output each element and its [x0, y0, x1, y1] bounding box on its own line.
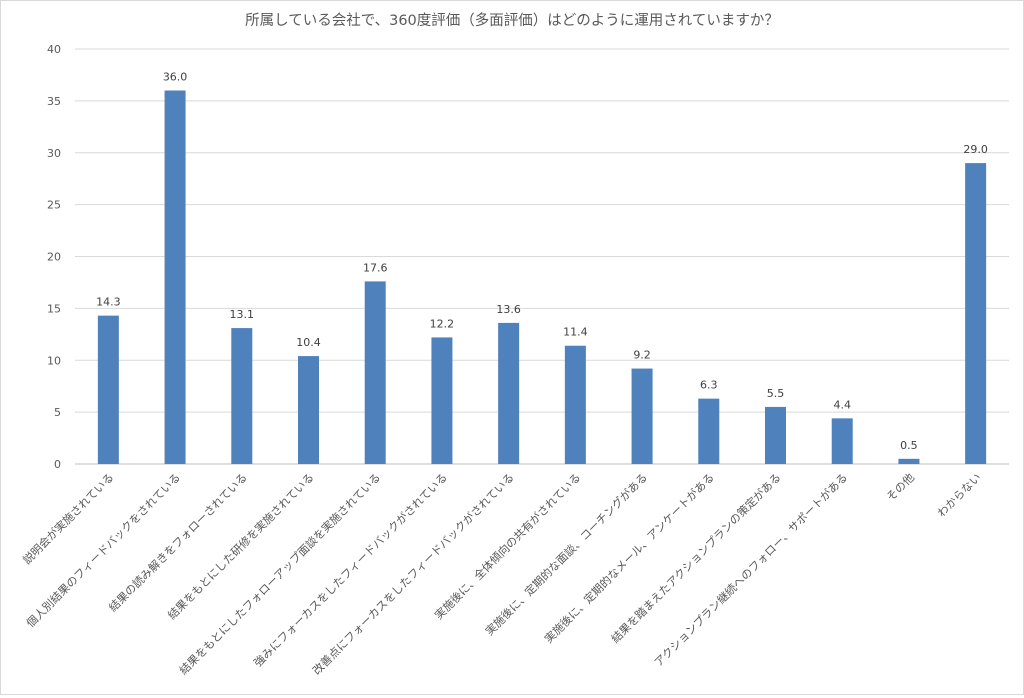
bar — [298, 356, 319, 464]
data-label: 5.5 — [767, 387, 785, 400]
bar — [898, 458, 920, 464]
x-tick-label: 結果をもとにした研修を実施されている — [165, 470, 317, 622]
x-axis: 説明会が実施されている個人別結果のフィードバックをされている結果の読み解きをフォ… — [20, 470, 984, 677]
x-tick-label: 結果の読み解きをフォローされている — [106, 470, 250, 614]
data-label: 10.4 — [296, 336, 321, 349]
bar — [97, 315, 119, 464]
y-axis: 0 5 10 15 20 25 30 35 40 — [47, 43, 61, 471]
data-label: 17.6 — [363, 261, 388, 274]
data-label: 11.4 — [563, 326, 588, 339]
x-tick-label: 個人別結果のフィードバックをされている — [23, 470, 183, 630]
data-labels: 14.3 36.0 13.1 10.4 17.6 12.2 13.6 11.4 9.2 6.3 5.… — [96, 71, 988, 452]
y-tick-label: 30 — [47, 147, 61, 160]
bar — [765, 406, 786, 464]
data-label: 36.0 — [163, 71, 188, 84]
bar — [965, 163, 987, 464]
x-tick-label: わからない — [935, 471, 984, 520]
y-tick-label: 15 — [47, 302, 61, 315]
data-label: 4.4 — [833, 398, 851, 411]
bar — [431, 337, 453, 464]
y-tick-label: 10 — [47, 354, 61, 367]
data-label: 9.2 — [633, 349, 651, 362]
data-label: 12.2 — [430, 317, 455, 330]
gridlines — [75, 48, 1009, 465]
y-tick-label: 35 — [47, 95, 61, 108]
x-tick-label: その他 — [884, 471, 917, 504]
y-tick-label: 25 — [47, 199, 61, 212]
data-label: 29.0 — [963, 143, 988, 156]
y-tick-label: 5 — [54, 406, 61, 419]
bars — [97, 90, 987, 464]
data-label: 6.3 — [700, 379, 718, 392]
bar — [631, 368, 653, 464]
bar — [564, 345, 586, 464]
data-label: 14.3 — [96, 296, 121, 309]
data-label: 13.1 — [230, 308, 255, 321]
chart-title: 所属している会社で、360度評価（多面評価）はどのように運用されていますか？ — [245, 12, 779, 29]
bar — [164, 90, 186, 464]
data-label: 0.5 — [900, 439, 918, 452]
bar — [831, 418, 853, 464]
y-tick-label: 20 — [47, 251, 61, 264]
bar — [698, 398, 720, 464]
x-tick-label: 実施後に、全体傾向の共有がされている — [432, 470, 584, 622]
bar — [498, 322, 520, 464]
y-tick-label: 0 — [54, 458, 61, 471]
y-tick-label: 40 — [47, 43, 61, 56]
bar — [364, 281, 386, 464]
bar — [231, 328, 253, 464]
data-label: 13.6 — [496, 303, 521, 316]
